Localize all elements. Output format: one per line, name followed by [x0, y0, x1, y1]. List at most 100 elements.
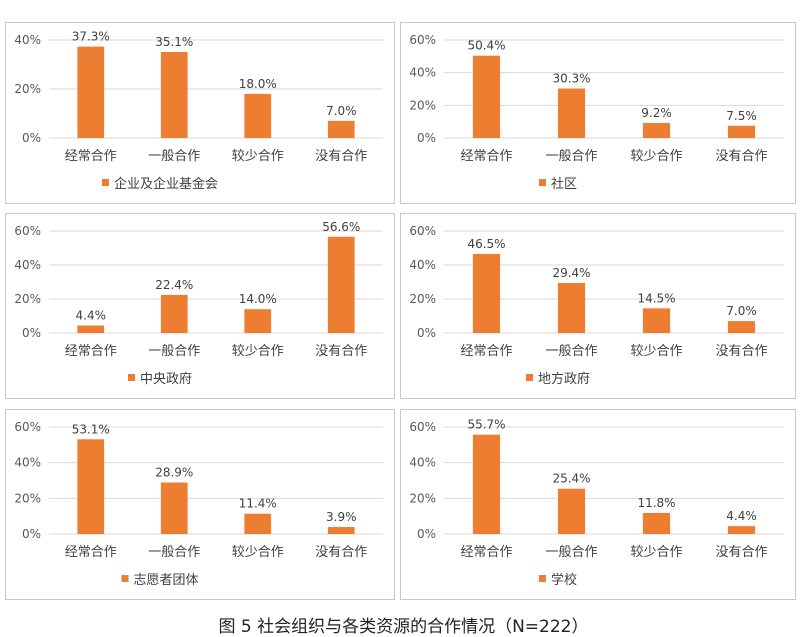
chart-panel-1: 0% 20% 40% 37.3% 经常合作 35.1% 一般合作 18.0% 较少合作 7.0% 没… — [5, 22, 395, 204]
legend-label: 中央政府 — [140, 372, 192, 387]
y-tick-label: 60% — [409, 420, 436, 434]
data-label: 14.0% — [239, 292, 277, 306]
x-category-label: 经常合作 — [65, 344, 117, 359]
data-label: 37.3% — [72, 30, 110, 44]
chart-svg: 0% 20% 40% 60% 53.1% 经常合作 28.9% 一般合作 11.4% 较少合作 3.… — [5, 409, 395, 600]
data-label: 11.8% — [637, 496, 675, 510]
data-label: 18.0% — [239, 77, 277, 91]
x-category-label: 一般合作 — [148, 343, 200, 359]
data-label: 29.4% — [552, 266, 590, 280]
bar — [327, 236, 355, 333]
x-category-label: 一般合作 — [148, 148, 200, 164]
chart-border — [5, 22, 395, 204]
y-tick-label: 60% — [409, 224, 436, 238]
y-tick-label: 20% — [14, 292, 41, 306]
chart-svg: 0% 20% 40% 60% 55.7% 经常合作 25.4% 一般合作 11.8% 较少合作 4.… — [400, 409, 796, 600]
x-category-label: 没有合作 — [315, 344, 367, 359]
bar — [244, 309, 272, 333]
bar — [727, 321, 756, 333]
chart-panel-5: 0% 20% 40% 60% 53.1% 经常合作 28.9% 一般合作 11.4% 较少合作 3.… — [5, 409, 395, 600]
y-tick-label: 0% — [417, 131, 436, 145]
legend: 社区 — [538, 176, 577, 192]
bar — [160, 294, 188, 333]
data-label: 9.2% — [641, 106, 672, 120]
y-tick-label: 20% — [409, 292, 436, 306]
x-category-label: 没有合作 — [315, 545, 367, 560]
x-category-label: 没有合作 — [715, 149, 767, 164]
legend-label: 企业及企业基金会 — [114, 176, 218, 192]
data-label: 7.0% — [326, 104, 357, 118]
y-tick-label: 20% — [14, 491, 41, 505]
x-category-label: 经常合作 — [65, 149, 117, 164]
legend-label: 学校 — [551, 572, 577, 588]
y-tick-label: 40% — [14, 258, 41, 272]
bar — [244, 93, 272, 138]
bar — [642, 512, 671, 534]
legend-swatch — [101, 179, 109, 186]
chart-panel-6: 0% 20% 40% 60% 55.7% 经常合作 25.4% 一般合作 11.8% 较少合作 4.… — [400, 409, 796, 600]
y-tick-label: 60% — [14, 224, 41, 238]
data-label: 7.0% — [726, 304, 757, 318]
chart-border — [400, 409, 796, 600]
y-tick-label: 0% — [22, 131, 41, 145]
data-label: 14.5% — [637, 291, 675, 305]
legend: 志愿者团体 — [121, 573, 199, 588]
legend: 企业及企业基金会 — [101, 176, 218, 192]
legend: 学校 — [538, 572, 577, 588]
bar — [472, 253, 501, 333]
bar — [77, 46, 105, 138]
data-label: 55.7% — [467, 418, 505, 432]
bar — [557, 488, 586, 534]
bar — [472, 55, 501, 138]
data-label: 22.4% — [155, 278, 193, 292]
data-label: 46.5% — [467, 237, 505, 251]
y-tick-label: 40% — [409, 66, 436, 80]
x-category-label: 一般合作 — [545, 343, 597, 359]
chart-border — [5, 409, 395, 600]
legend-label: 志愿者团体 — [133, 573, 198, 588]
legend-label: 社区 — [551, 176, 577, 192]
bar — [244, 513, 272, 534]
y-tick-label: 20% — [14, 82, 41, 96]
bar — [77, 325, 105, 333]
chart-panel-3: 0% 20% 40% 60% 4.4% 经常合作 22.4% 一般合作 14.0% 较少合作 56.… — [5, 213, 395, 399]
x-category-label: 经常合作 — [460, 344, 512, 359]
data-label: 53.1% — [72, 422, 110, 436]
data-label: 28.9% — [155, 465, 193, 479]
data-label: 25.4% — [552, 472, 590, 486]
bar — [642, 122, 671, 138]
x-category-label: 经常合作 — [460, 545, 512, 560]
y-tick-label: 20% — [409, 491, 436, 505]
legend-swatch — [127, 374, 135, 381]
bar — [557, 88, 586, 138]
data-label: 11.4% — [239, 497, 277, 511]
bar — [77, 439, 105, 534]
chart-svg: 0% 20% 40% 60% 50.4% 经常合作 30.3% 一般合作 9.2% 较少合作 7.5… — [400, 22, 796, 204]
bar — [642, 308, 671, 333]
y-tick-label: 0% — [22, 527, 41, 541]
x-category-label: 较少合作 — [630, 344, 682, 359]
data-label: 3.9% — [326, 510, 357, 524]
x-category-label: 一般合作 — [545, 544, 597, 560]
legend-swatch — [538, 179, 546, 186]
y-tick-label: 40% — [14, 33, 41, 47]
x-category-label: 较少合作 — [232, 545, 284, 560]
legend: 中央政府 — [127, 372, 192, 387]
bar — [727, 125, 756, 138]
bar — [727, 526, 756, 534]
x-category-label: 一般合作 — [545, 148, 597, 164]
data-label: 4.4% — [76, 309, 107, 323]
chart-svg: 0% 20% 40% 60% 4.4% 经常合作 22.4% 一般合作 14.0% 较少合作 56.… — [5, 213, 395, 399]
chart-svg: 0% 20% 40% 60% 46.5% 经常合作 29.4% 一般合作 14.5% 较少合作 7.… — [400, 213, 796, 399]
data-label: 7.5% — [726, 109, 757, 123]
legend-label: 地方政府 — [538, 371, 590, 387]
y-tick-label: 0% — [417, 326, 436, 340]
bar — [327, 527, 355, 534]
bar — [557, 283, 586, 333]
bar — [327, 120, 355, 138]
bar — [160, 482, 188, 534]
x-category-label: 较少合作 — [232, 149, 284, 164]
x-category-label: 一般合作 — [148, 544, 200, 560]
legend-swatch — [525, 374, 533, 381]
y-tick-label: 40% — [409, 258, 436, 272]
